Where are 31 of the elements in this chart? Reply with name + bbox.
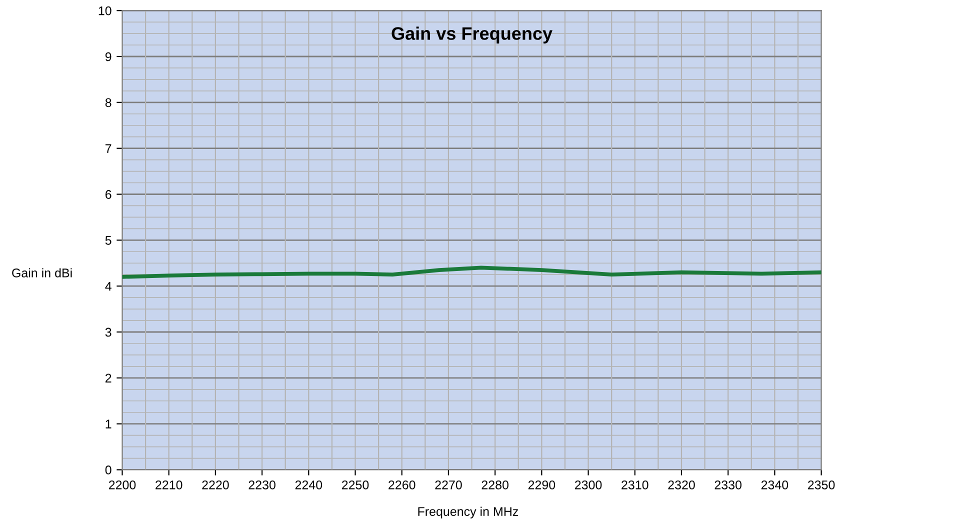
x-tick-label: 2350 [808, 480, 835, 490]
y-tick-label: 7 [106, 144, 112, 153]
x-tick-label: 2280 [482, 480, 508, 490]
x-tick-label: 2250 [342, 480, 369, 490]
x-tick-label: 2200 [108, 480, 136, 490]
y-tick-label: 5 [105, 236, 112, 245]
y-tick-label: 1 [106, 420, 112, 428]
y-tick-label: 4 [105, 282, 112, 291]
y-tick-label: 2 [106, 374, 112, 382]
y-tick-label: 6 [106, 190, 112, 199]
y-tick-label: 0 [105, 466, 112, 474]
text: Gain vs Frequency [392, 26, 552, 44]
x-tick-label: 2270 [435, 480, 462, 490]
x-tick-label: 2330 [714, 480, 742, 490]
x-tick-label: 2310 [622, 480, 648, 490]
x-tick-label: 2320 [668, 480, 695, 490]
x-tick-label: 2290 [528, 480, 556, 490]
y-tick-label: 8 [105, 98, 112, 108]
x-axis-title: Frequency in MHz [418, 506, 518, 518]
line-series [122, 266, 822, 279]
x-tick-label: 2240 [295, 480, 322, 490]
x-tick-label: 2340 [761, 480, 788, 490]
x-tick-label: 2220 [202, 480, 229, 490]
x-tick-label: 2300 [575, 480, 602, 490]
y-tick-label: 9 [105, 52, 112, 62]
x-tick-label: 2260 [388, 480, 416, 490]
x-tick-label: 2210 [156, 480, 182, 490]
x-tick-label: 2230 [248, 480, 276, 490]
y-axis-title: Gain in dBi [12, 268, 72, 278]
y-tick-label: 3 [105, 328, 112, 337]
y-tick-label: 10 [98, 6, 112, 16]
